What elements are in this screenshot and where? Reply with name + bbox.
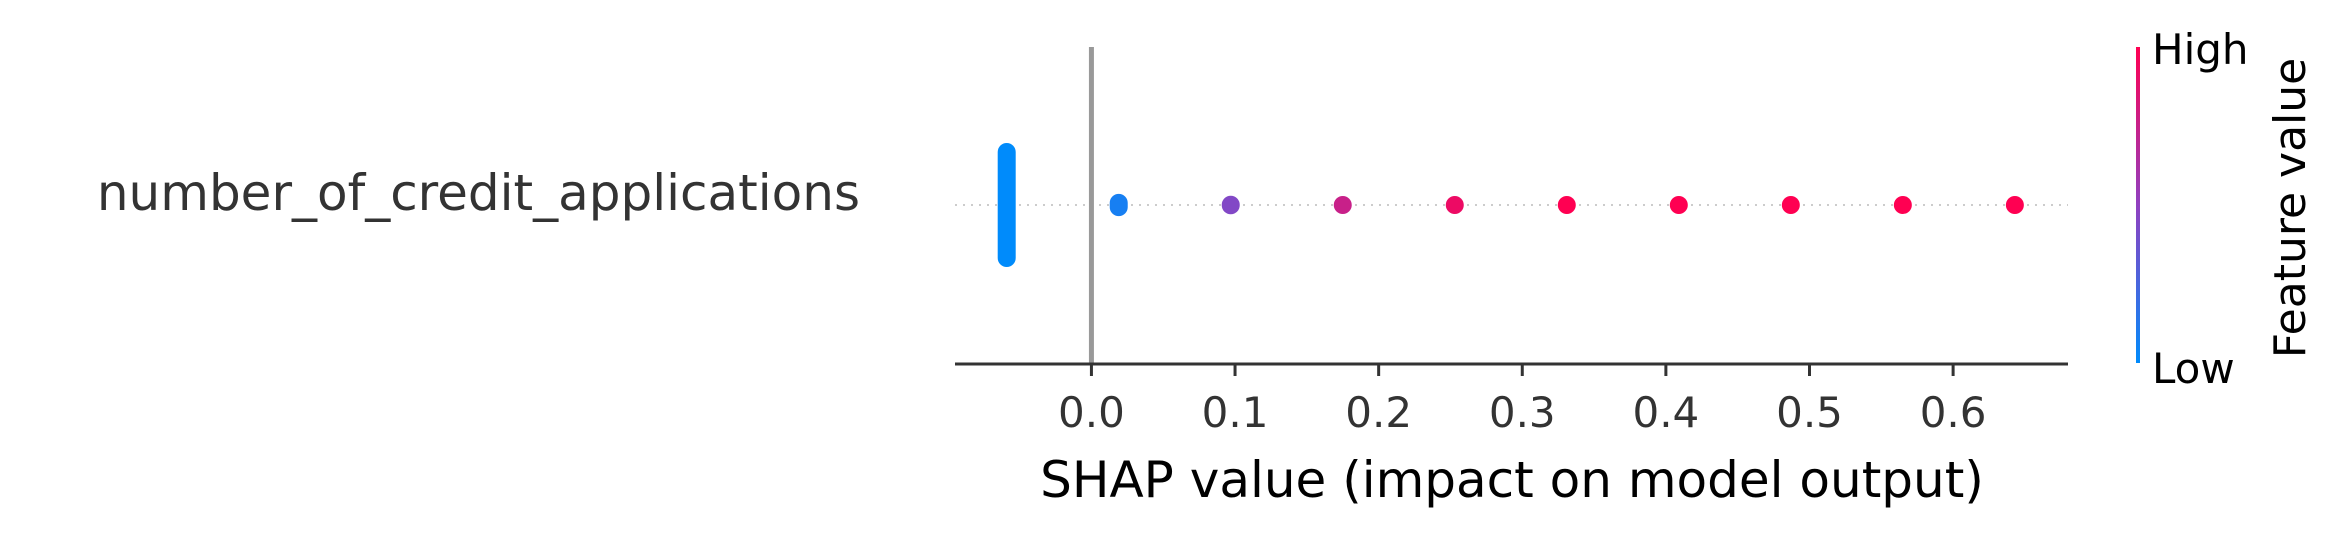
shap-point	[1557, 196, 1576, 214]
shap-point	[1333, 196, 1352, 214]
feature-label: number_of_credit_applications	[97, 164, 860, 222]
x-tick-label: 0.5	[1776, 388, 1843, 437]
colorbar-high-label: High	[2152, 25, 2249, 74]
x-axis-ticks: 0.0 0.1 0.2 0.3 0.4 0.5 0.6	[1058, 364, 1987, 437]
colorbar-low-label: Low	[2152, 344, 2235, 393]
colorbar-title: Feature value	[2265, 58, 2316, 358]
shap-point	[997, 143, 1016, 267]
x-tick-label: 0.1	[1202, 388, 1269, 437]
shap-point	[1669, 196, 1688, 214]
x-axis-label: SHAP value (impact on model output)	[1040, 451, 1984, 509]
shap-point	[1221, 195, 1240, 215]
x-tick-label: 0.6	[1920, 388, 1987, 437]
shap-point	[1781, 196, 1800, 214]
shap-point	[2005, 196, 2024, 214]
x-tick-label: 0.4	[1632, 388, 1699, 437]
x-tick-label: 0.0	[1058, 388, 1125, 437]
x-tick-label: 0.3	[1489, 388, 1556, 437]
colorbar	[2136, 47, 2140, 363]
shap-point	[1445, 196, 1464, 214]
shap-point	[1893, 196, 1912, 214]
x-tick-label: 0.2	[1345, 388, 1412, 437]
shap-points	[997, 143, 2024, 267]
shap-point	[1109, 193, 1128, 217]
